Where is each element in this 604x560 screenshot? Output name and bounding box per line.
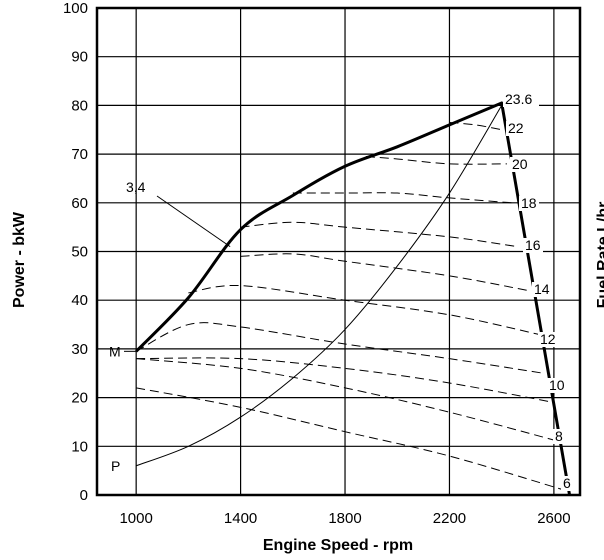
- fuel-label-bg: [506, 121, 526, 136]
- fuel-rate-label: 20: [512, 156, 528, 172]
- fuel-rate-curve-22: [365, 156, 507, 165]
- y-tick-label: 60: [71, 195, 88, 212]
- y-tick-label: 0: [80, 487, 88, 504]
- fuel-rate-label: 16: [525, 237, 541, 253]
- fuel-rate-curve-20: [292, 192, 513, 204]
- fuel-rate-curve-23-6: [449, 121, 502, 131]
- curve-labels: 3,4 M P 23.6 22 20 18 16 14 12 10 8 6: [109, 91, 573, 491]
- fuel-label-bg: [553, 429, 565, 444]
- propeller-curve: [135, 105, 503, 467]
- y-tick-label: 80: [71, 97, 88, 114]
- propeller-curve-line: [135, 105, 503, 467]
- tick-labels: 1000 1400 1800 2200 2600 0 10 20 30 40 50 60 70 80 90 1…: [63, 0, 571, 527]
- power-label-leader: [156, 195, 231, 248]
- x-tick-label: 2200: [433, 510, 466, 527]
- propeller-label: P: [111, 458, 120, 474]
- m-label: M: [109, 343, 121, 359]
- fuel-label-bg: [532, 282, 552, 297]
- y-tick-label: 40: [71, 292, 88, 309]
- y-tick-label: 10: [71, 438, 88, 455]
- y-tick-label: 20: [71, 390, 88, 407]
- fuel-rate-label: 10: [549, 377, 565, 393]
- y2-axis-title: Fuel Rate L/hr: [595, 202, 604, 309]
- y-tick-label: 70: [71, 146, 88, 163]
- fuel-rate-label: 23.6: [505, 91, 532, 107]
- fuel-rate-label: 22: [508, 120, 524, 136]
- fuel-rate-label: 12: [540, 331, 556, 347]
- fuel-label-bg: [510, 157, 530, 172]
- x-tick-label: 1400: [224, 510, 257, 527]
- fuel-rate-label: 8: [555, 428, 563, 444]
- fuel-rate-curve-8: [136, 358, 560, 442]
- fuel-rate-curve-18: [240, 221, 518, 248]
- y-tick-label: 30: [71, 341, 88, 358]
- fuel-label-bg: [561, 476, 573, 491]
- gridlines: [97, 8, 580, 495]
- max-power-curve-line: [135, 101, 572, 496]
- max-power-curve: [135, 101, 572, 496]
- y-tick-label: 50: [71, 244, 88, 261]
- fuel-label-bg: [503, 92, 539, 107]
- fuel-rate-label: 6: [563, 475, 571, 491]
- fuel-rate-curves: [135, 121, 565, 491]
- max-power-label: 3,4: [126, 179, 146, 195]
- x-axis-title: Engine Speed - rpm: [263, 537, 413, 554]
- x-tick-label: 1000: [119, 510, 152, 527]
- fuel-rate-label: 18: [521, 195, 537, 211]
- fuel-rate-curve-16: [240, 253, 528, 291]
- fuel-rate-label: 14: [534, 281, 550, 297]
- fuel-rate-curve-12: [135, 322, 544, 374]
- fuel-rate-curve-14: [188, 285, 539, 335]
- x-tick-label: 2600: [537, 510, 570, 527]
- fuel-rate-curve-6: [136, 387, 565, 491]
- y-tick-label: 90: [71, 49, 88, 66]
- x-tick-label: 1800: [328, 510, 361, 527]
- y-axis-title: Power - bkW: [11, 211, 28, 308]
- fuel-label-bg: [538, 332, 558, 347]
- fuel-label-bg: [519, 196, 539, 211]
- y-tick-label: 100: [63, 0, 88, 17]
- fuel-label-bg: [523, 238, 543, 253]
- fuel-label-bg: [547, 378, 567, 393]
- fuel-rate-curve-10: [136, 357, 554, 403]
